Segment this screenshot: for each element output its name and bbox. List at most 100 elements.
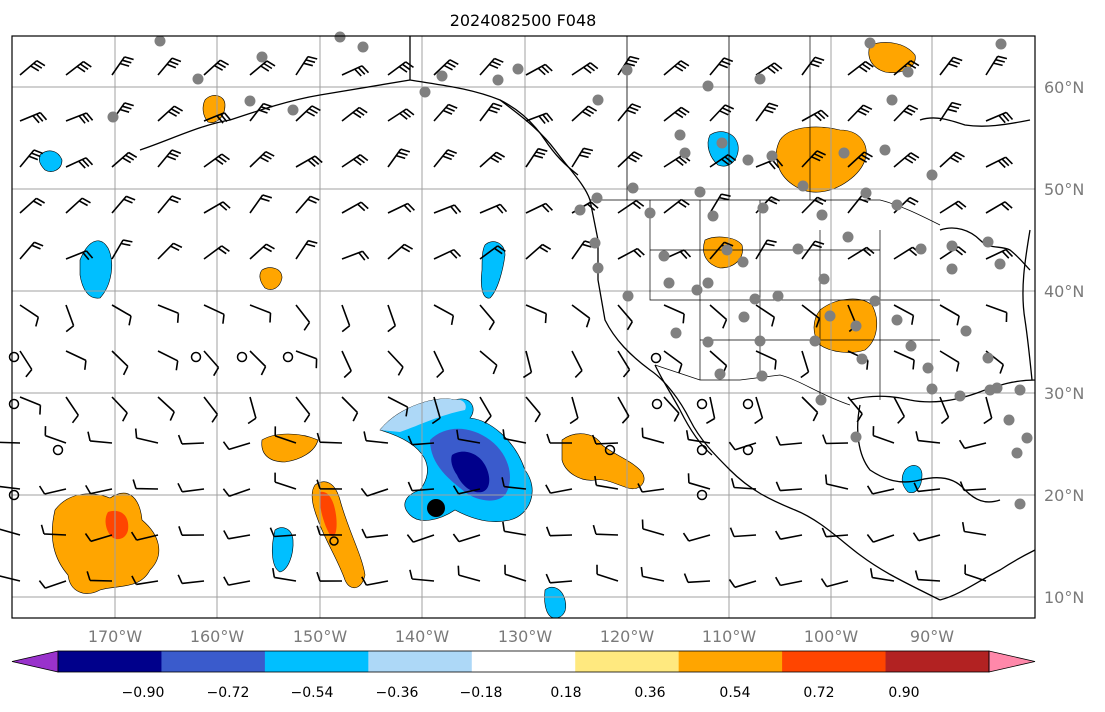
station-dot	[926, 169, 938, 181]
wind-barb	[525, 202, 553, 214]
wind-barb	[0, 528, 21, 536]
wind-barb	[157, 195, 182, 214]
wind-barb	[406, 534, 435, 543]
wind-barb	[433, 149, 457, 168]
station-dot	[766, 150, 778, 162]
wind-barb	[85, 484, 113, 495]
wind-barb	[705, 396, 716, 424]
wind-barb	[111, 304, 132, 326]
wind-barb	[869, 568, 895, 582]
colorbar-tick-label: 0.54	[719, 685, 750, 701]
wind-barb	[249, 243, 275, 260]
wind-barb	[433, 350, 445, 378]
wind-barb	[730, 478, 757, 490]
wind-barb	[19, 197, 45, 214]
wind-barb	[663, 350, 683, 374]
wind-barb	[387, 243, 413, 260]
lon-label: 100°W	[804, 627, 859, 646]
wind-barb	[19, 396, 42, 415]
wind-barb	[157, 149, 182, 168]
station-dot	[891, 199, 903, 211]
wind-barb	[755, 304, 776, 327]
wind-barb	[274, 426, 297, 444]
wind-barb	[341, 106, 368, 122]
wind-barb	[546, 433, 572, 444]
wind-barb	[501, 477, 527, 490]
wind-barb	[387, 396, 409, 417]
positive-anomaly-region	[261, 433, 319, 463]
station-dot	[737, 256, 749, 268]
wind-barb	[617, 199, 645, 214]
wind-barb	[249, 304, 272, 323]
wind-barb	[893, 396, 906, 424]
colorbar-segment	[58, 651, 162, 672]
lon-label: 90°W	[910, 627, 954, 646]
wind-barb	[433, 204, 462, 215]
calm-wind-marker	[8, 351, 20, 363]
wind-barb	[177, 434, 205, 445]
wind-barb	[847, 396, 863, 423]
wind-barb	[754, 396, 764, 425]
wind-barb	[847, 60, 874, 76]
central-america	[939, 549, 1036, 601]
calm-wind-marker	[742, 444, 754, 456]
wind-barb	[295, 304, 311, 331]
station-dot	[838, 147, 850, 159]
wind-barb	[111, 350, 129, 376]
wind-barb	[111, 151, 138, 168]
wind-barb	[663, 396, 680, 422]
wind-barb	[479, 57, 504, 76]
lon-label: 160°W	[190, 627, 245, 646]
station-dot	[1003, 414, 1015, 426]
wind-barb	[985, 55, 1008, 76]
colorbar	[11, 650, 1036, 673]
positive-anomaly-region	[259, 267, 283, 290]
station-dot	[797, 180, 809, 192]
wind-barb	[223, 576, 251, 586]
wind-barb	[295, 195, 320, 214]
wind-barb	[157, 350, 179, 371]
wind-barb	[912, 532, 941, 542]
us-mexico-border	[654, 364, 851, 406]
wind-barb	[525, 147, 548, 168]
wind-barb	[709, 304, 728, 329]
wind-barb	[433, 304, 455, 326]
wind-barb	[177, 574, 205, 585]
wind-barb	[316, 432, 343, 444]
shaded-field	[38, 42, 923, 619]
station-dot	[1011, 447, 1023, 459]
station-dot	[1021, 432, 1033, 444]
wind-barb	[596, 564, 619, 582]
wind-barb	[38, 485, 67, 495]
wind-barb	[249, 350, 267, 376]
station-dot	[905, 340, 917, 352]
calm-wind-marker	[742, 398, 754, 410]
wind-barb	[431, 396, 441, 425]
wind-barb	[249, 194, 273, 214]
wind-barb	[65, 250, 94, 261]
wind-barb	[0, 485, 21, 490]
wind-barb	[295, 396, 311, 423]
wind-barb	[775, 435, 803, 446]
wind-barb	[295, 350, 318, 369]
wind-barb	[316, 525, 343, 536]
wind-barb	[617, 151, 643, 168]
colorbar-segment	[782, 651, 887, 672]
wind-barb	[709, 57, 734, 76]
calm-wind-marker	[52, 444, 64, 456]
wind-barb	[709, 154, 737, 168]
wind-barb	[65, 112, 94, 124]
wind-barb	[295, 155, 323, 168]
wind-barb	[341, 154, 369, 168]
wind-barb	[709, 193, 731, 214]
station-dot	[691, 284, 703, 296]
colorbar-extension-high	[988, 650, 1036, 673]
wind-barb	[502, 521, 527, 536]
station-dot	[842, 231, 854, 243]
station-dot	[256, 51, 268, 63]
station-dot	[902, 66, 914, 78]
wind-barb	[939, 350, 960, 372]
wind-barb	[223, 530, 251, 540]
map-panel	[0, 31, 1036, 619]
